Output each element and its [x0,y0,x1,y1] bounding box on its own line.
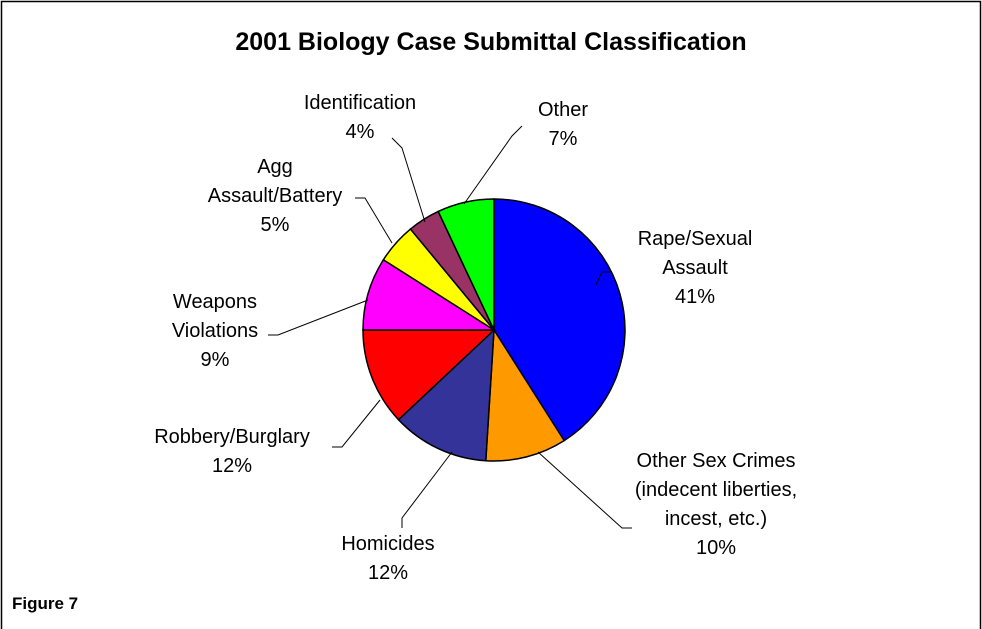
leader-line [355,197,393,244]
leader-line [391,137,426,223]
leader-line [537,451,632,529]
leader-line [463,125,523,205]
category-label: Rape/Sexual Assault [637,228,753,279]
pie-slice [484,327,566,462]
category-label: Robbery/Burglary [154,426,310,448]
category-label: Other [537,99,589,121]
value-label: 41% [674,286,716,308]
leader-line [401,451,453,528]
leader-line [595,271,612,286]
value-label: 9% [200,349,230,371]
value-label: 10% [695,537,737,559]
slice-label: Weapons Violations 9% [153,288,278,375]
value-label: 12% [211,455,253,477]
leader-line [268,299,369,336]
slice-label: Identification 4% [260,89,460,147]
slice-label: Robbery/Burglary 12% [122,423,342,481]
pie-slice [362,329,496,421]
chart-title: 2001 Biology Case Submittal Classificati… [235,28,747,56]
pie [362,198,626,462]
value-label: 5% [260,214,290,236]
slice-label: Rape/Sexual Assault 41% [625,225,765,312]
category-label: Homicides [341,533,435,555]
slice-label: Other Sex Crimes (indecent liberties, in… [634,447,799,563]
value-label: 7% [548,128,578,150]
category-label: Agg Assault/Battery [207,156,343,207]
slice-label: Agg Assault/Battery 5% [195,153,355,240]
value-label: 12% [367,562,409,584]
slice-label: Other 7% [503,96,623,154]
value-label: 4% [345,121,375,143]
pie-slice [493,198,626,442]
leader-line [332,399,381,448]
category-label: Identification [303,92,417,114]
category-label: Weapons Violations [171,291,259,342]
category-label: Other Sex Crimes (indecent liberties, in… [634,450,798,530]
slice-label: Homicides 12% [288,530,488,588]
figure-label: Figure 7 [12,594,79,613]
leader-lines [268,125,632,529]
pie-slice [397,328,495,462]
